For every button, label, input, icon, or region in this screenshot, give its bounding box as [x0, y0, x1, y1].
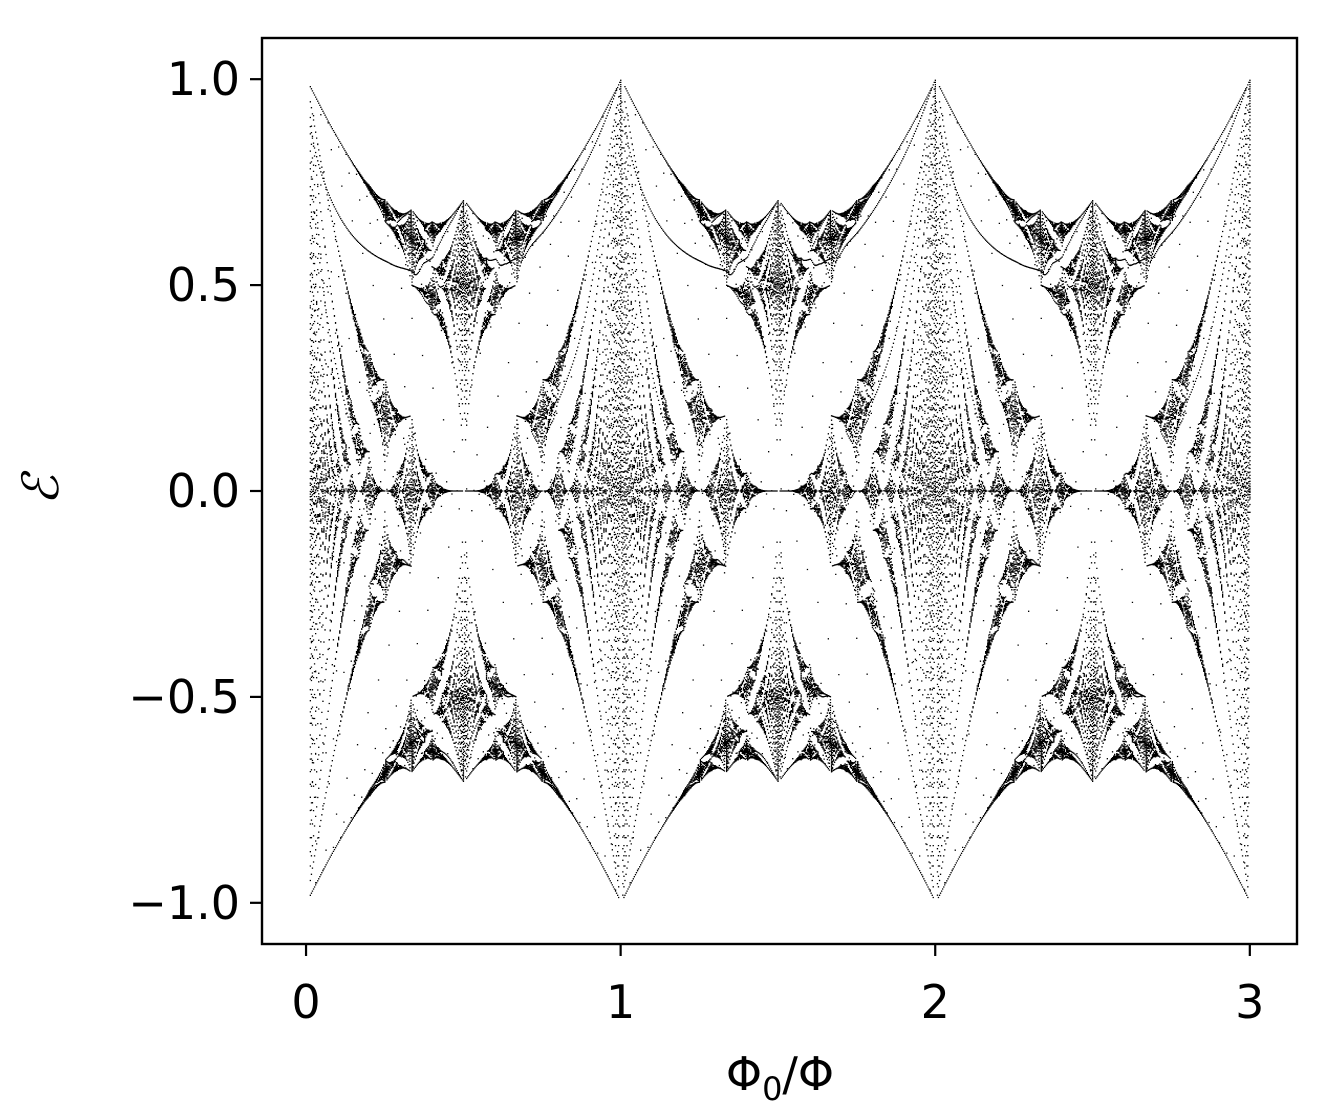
spectrum-points [309, 79, 1251, 899]
y-axis-label: ℰ [12, 470, 70, 505]
x-tick-label: 1 [606, 975, 635, 1029]
x-axis-label-sub: 0 [762, 1070, 782, 1108]
y-tick-label: 1.0 [167, 52, 240, 106]
x-axis-label-rest: /Φ [782, 1047, 834, 1101]
y-tick-label: −0.5 [128, 670, 240, 724]
y-axis-ticks: 1.0 0.5 0.0 −0.5 −1.0 [128, 52, 262, 930]
x-axis-ticks: 0 1 2 3 [291, 944, 1264, 1029]
x-tick-label: 3 [1235, 975, 1264, 1029]
y-tick-label: 0.0 [167, 464, 240, 518]
x-tick-label: 2 [921, 975, 950, 1029]
x-axis-label-main: Φ [726, 1047, 762, 1101]
y-tick-label: 0.5 [167, 258, 240, 312]
x-axis-label: Φ0/Φ [726, 1047, 834, 1108]
spectrum-point-cloud [309, 79, 1251, 899]
y-tick-label: −1.0 [128, 876, 240, 930]
x-tick-label: 0 [291, 975, 320, 1029]
